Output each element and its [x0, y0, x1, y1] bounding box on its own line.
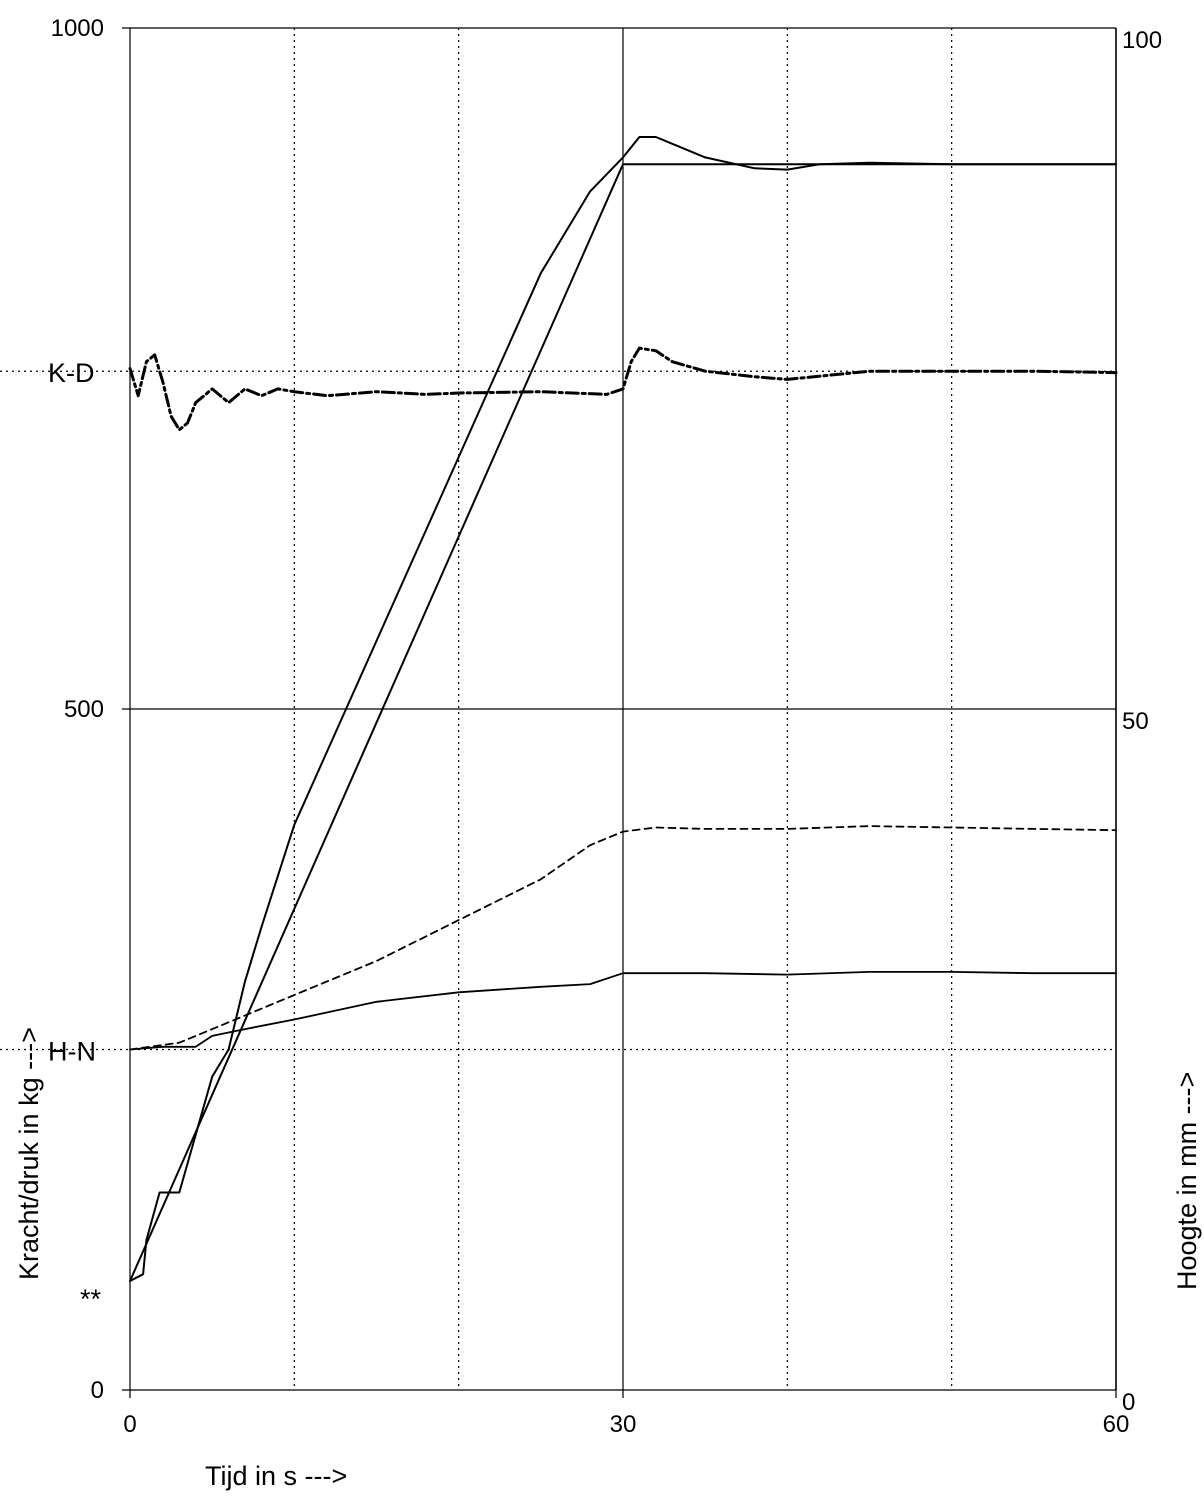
series-line-4 [129, 825, 1117, 1051]
series-line-5 [129, 971, 1117, 1051]
y-left-tick-label-0: 0 [91, 1377, 104, 1404]
x-axis-title: Tijd in s ---> [205, 1461, 347, 1491]
y-right-tick-label-50: 50 [1122, 708, 1149, 735]
y-left-tick-label-500: 500 [64, 696, 104, 723]
y-left-axis-title: Kracht/druk in kg ---> [14, 1027, 44, 1280]
series-group [128, 136, 1118, 1282]
y-right-tick-label-100: 100 [1122, 27, 1162, 54]
y-right-tick-label-0: 0 [1122, 1389, 1135, 1416]
annotation-asterisks: ** [80, 1284, 102, 1314]
x-tick-label-0: 0 [123, 1411, 136, 1438]
reference-label-h-n: H-N [48, 1037, 96, 1067]
series-line-2 [129, 136, 1117, 1282]
series-line-3 [128, 346, 1118, 432]
x-tick-label-60: 60 [1103, 1411, 1130, 1438]
y-right-axis-title: Hoogte in mm ---> [1172, 1072, 1202, 1290]
x-tick-label-30: 30 [610, 1411, 637, 1438]
reference-label-k-d: K-D [48, 358, 95, 388]
y-left-tick-label-1000: 1000 [51, 15, 104, 42]
